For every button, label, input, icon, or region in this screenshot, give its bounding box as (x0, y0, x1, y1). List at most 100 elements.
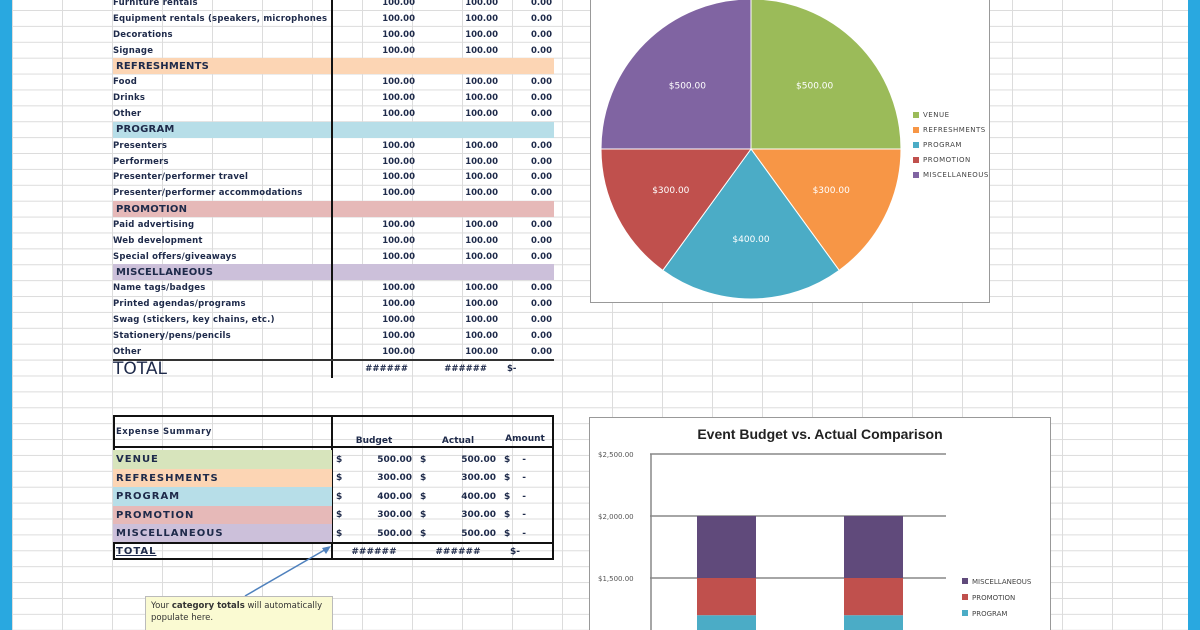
actual-cell: 100.00 (465, 251, 498, 262)
diff-cell: $ - (504, 510, 527, 521)
table-row[interactable]: Furniture rentals 100.00 100.00 0.00 (113, 0, 554, 11)
table-row[interactable]: Name tags/badges 100.00 100.00 0.00 (113, 280, 554, 296)
pie-slice-refreshments[interactable] (750, 148, 902, 272)
table-row[interactable]: Performers 100.00 100.00 0.00 (113, 154, 554, 170)
callout-note: Your category totals will automatically … (145, 596, 333, 630)
table-row[interactable]: Decorations 100.00 100.00 0.00 (113, 27, 554, 43)
header-amount: Amount (505, 434, 545, 444)
bar-actual-program[interactable] (844, 615, 903, 630)
section-header[interactable]: MISCELLANEOUS (113, 264, 554, 281)
summary-total-budget: ###### (351, 546, 397, 557)
item-label: Presenters (113, 140, 168, 151)
table-row[interactable]: Printed agendas/programs 100.00 100.00 0.00 (113, 296, 554, 312)
summary-row[interactable]: PROMOTION $300.00 $300.00 $ - (113, 505, 554, 525)
item-label: Other (113, 346, 142, 357)
section-header[interactable]: REFRESHMENTS (113, 58, 554, 75)
actual-cell: 100.00 (465, 330, 498, 341)
budget-cell: 100.00 (382, 219, 415, 230)
budget-cell: 100.00 (382, 77, 415, 88)
pie-legend-item: PROMOTION (913, 156, 971, 164)
diff-cell: 0.00 (531, 315, 552, 325)
actual-cell: 100.00 (465, 172, 498, 183)
actual-cell: 100.00 (465, 29, 498, 40)
summary-total-label: TOTAL (116, 546, 157, 557)
item-label: Swag (stickers, key chains, etc.) (113, 315, 275, 325)
diff-cell: 0.00 (531, 219, 552, 230)
pie-slice-program[interactable] (662, 148, 840, 300)
section-header[interactable]: PROGRAM (113, 121, 554, 138)
bar-actual-promotion[interactable] (844, 578, 903, 616)
budget-cell: 100.00 (382, 188, 415, 199)
pie-legend-item: PROGRAM (913, 141, 962, 149)
bar-budget-miscellaneous[interactable] (697, 516, 756, 578)
table-row[interactable]: Other 100.00 100.00 0.00 (113, 344, 554, 360)
item-label: Drinks (113, 93, 146, 104)
actual-cell: $300.00 (420, 510, 496, 521)
summary-total-diff: $- (510, 546, 520, 557)
budget-cell: 100.00 (382, 0, 415, 8)
bar-legend-item: PROMOTION (972, 594, 1015, 602)
actual-cell: 100.00 (465, 0, 498, 8)
summary-row[interactable]: REFRESHMENTS $300.00 $300.00 $ - (113, 468, 554, 488)
pie-legend-item: VENUE (913, 111, 950, 119)
actual-cell: 100.00 (465, 235, 498, 246)
pie-slice-venue[interactable] (750, 0, 902, 150)
table-row[interactable]: Stationery/pens/pencils 100.00 100.00 0.00 (113, 328, 554, 344)
diff-cell: 0.00 (531, 140, 552, 151)
section-label: REFRESHMENTS (116, 60, 210, 72)
pie-slice-miscellaneous[interactable] (600, 0, 752, 150)
item-label: Furniture rentals (113, 0, 198, 8)
actual-cell: 100.00 (465, 299, 498, 310)
total-diff: $- (507, 364, 517, 374)
summary-total-actual: ###### (435, 546, 481, 557)
table-row[interactable]: Signage 100.00 100.00 0.00 (113, 43, 554, 59)
table-row[interactable]: Equipment rentals (speakers, microphones… (113, 11, 554, 27)
diff-cell: $ - (504, 454, 527, 465)
table-row[interactable]: Presenter/performer travel 100.00 100.00 0.… (113, 169, 554, 185)
table-row[interactable]: Food 100.00 100.00 0.00 (113, 74, 554, 90)
actual-cell: 100.00 (465, 77, 498, 88)
budget-cell: 100.00 (382, 251, 415, 262)
actual-cell: 100.00 (465, 315, 498, 325)
section-header[interactable]: PROMOTION (113, 201, 554, 218)
bar-budget-program[interactable] (697, 615, 756, 630)
diff-cell: 0.00 (531, 13, 552, 24)
table-row[interactable]: Special offers/giveaways 100.00 100.00 0.00 (113, 249, 554, 265)
table-row[interactable]: Web development 100.00 100.00 0.00 (113, 233, 554, 249)
table-row[interactable]: Presenters 100.00 100.00 0.00 (113, 138, 554, 154)
pie-legend-item: MISCELLANEOUS (913, 171, 989, 179)
callout-arrow (244, 546, 331, 597)
summary-header: Expense Summary Budget Actual Amount (113, 418, 554, 448)
bar-chart[interactable]: Event Budget vs. Actual Comparison $1,50… (589, 417, 1051, 630)
bar-actual-miscellaneous[interactable] (844, 516, 903, 578)
diff-cell: 0.00 (531, 346, 552, 357)
pie-chart[interactable]: $500.00 $300.00 $400.00 $300.00 $500.00 VENU… (590, 0, 990, 303)
table-row[interactable]: Presenter/performer accommodations 100.00… (113, 185, 554, 201)
summary-row[interactable]: MISCELLANEOUS $500.00 $500.00 $ - (113, 524, 554, 544)
diff-cell: 0.00 (531, 283, 552, 294)
bar-budget-promotion[interactable] (697, 578, 756, 616)
total-divider (113, 359, 554, 361)
summary-row[interactable]: PROGRAM $400.00 $400.00 $ - (113, 487, 554, 507)
table-row[interactable]: Paid advertising 100.00 100.00 0.00 (113, 217, 554, 233)
summary-divider (331, 415, 333, 560)
pie-data-label: $500.00 (669, 81, 706, 91)
category-label: MISCELLANEOUS (113, 524, 332, 544)
table-row[interactable]: Swag (stickers, key chains, etc.) 100.00 1… (113, 312, 554, 328)
diff-cell: $ - (504, 473, 527, 484)
diff-cell: 0.00 (531, 93, 552, 104)
pie-slice-promotion[interactable] (600, 148, 752, 272)
budget-cell: 100.00 (382, 346, 415, 357)
budget-cell: $300.00 (336, 510, 412, 521)
budget-cell: 100.00 (382, 330, 415, 341)
actual-cell: 100.00 (465, 140, 498, 151)
legend-swatch (962, 578, 968, 584)
section-label: MISCELLANEOUS (116, 266, 214, 278)
budget-cell: 100.00 (382, 172, 415, 183)
y-tick-label: $2,500.00 (598, 451, 634, 459)
summary-row[interactable]: VENUE $500.00 $500.00 $ - (113, 450, 554, 469)
pie-data-label: $300.00 (652, 186, 689, 196)
table-row[interactable]: Other 100.00 100.00 0.00 (113, 106, 554, 122)
table-row[interactable]: Drinks 100.00 100.00 0.00 (113, 90, 554, 106)
actual-cell: $300.00 (420, 473, 496, 484)
